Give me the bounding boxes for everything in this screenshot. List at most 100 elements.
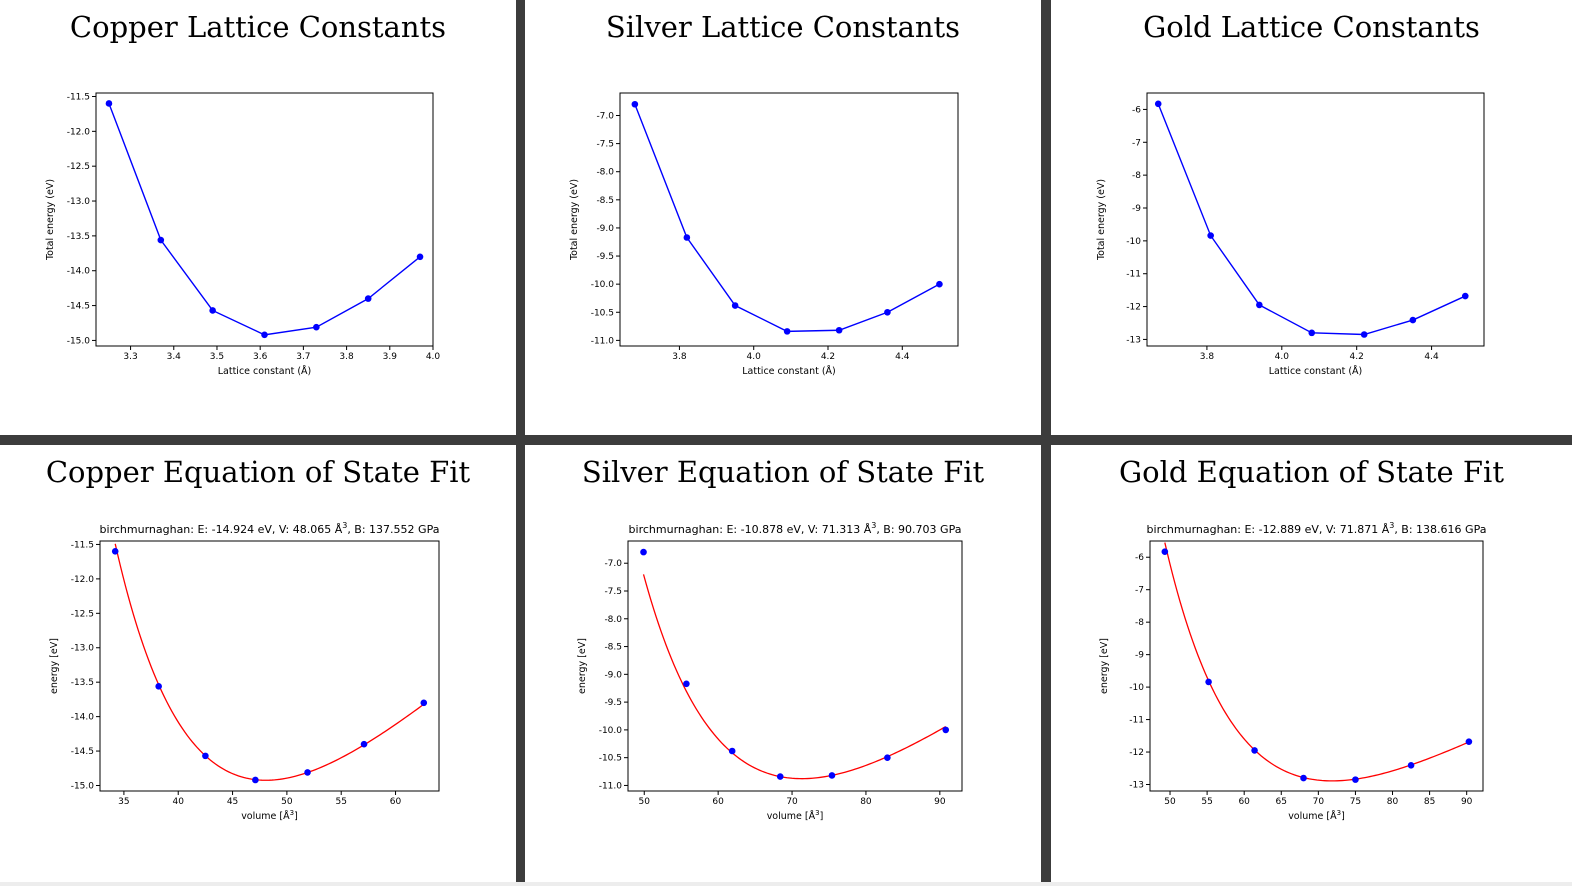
x-tick-label: 90 [1461, 797, 1473, 807]
y-tick-label: -8 [1135, 618, 1144, 628]
data-point [884, 308, 891, 316]
y-tick-label: -8.0 [596, 168, 614, 178]
silver-lattice-chart: 3.8 4.0 4.2 4.4 -7.0 -7.5 -8.0 -8.5 -9.0 -9.5 -10.… [569, 92, 959, 377]
data-point [783, 328, 791, 335]
x-tick-label: 70 [786, 797, 798, 807]
data-point [631, 100, 639, 108]
data-point [1360, 331, 1368, 338]
y-tick-label: -12.5 [67, 162, 90, 172]
gold-eos-chart: 50 55 60 65 70 75 80 85 90 -6 -7 -8 -9 -10 -11 -12 -13 en… [1099, 521, 1486, 822]
x-tick-label: 35 [118, 797, 129, 807]
data-point [360, 740, 368, 748]
panel-title: Gold Lattice Constants [1143, 10, 1480, 44]
fit-subtitle-main: birchmurnaghan: E: -12.889 eV, V: 71.871… [1147, 523, 1390, 536]
x-axis-label: volume [Å3] [1288, 809, 1345, 822]
x-tick-label: 80 [860, 797, 872, 807]
x-tick-label: 80 [1387, 797, 1399, 807]
fit-subtitle-sup: 3 [871, 521, 876, 530]
series-line [634, 103, 940, 333]
y-tick-label: -11.5 [67, 92, 90, 102]
x-tick-label: 3.7 [296, 352, 310, 362]
plot-frame [99, 540, 440, 792]
x-tick-label: 45 [227, 797, 238, 807]
x-tick-label: 60 [390, 797, 402, 807]
y-tick-label: -15.0 [67, 336, 91, 346]
y-axis-label: energy [eV] [577, 638, 588, 694]
data-point [1461, 292, 1469, 300]
x-axis-label-sup: 3 [290, 809, 294, 817]
data-point [420, 699, 428, 707]
silver-eos-panel: Silver Equation of State Fit 50 60 70 80 90 -… [525, 445, 1041, 882]
data-point [828, 772, 836, 779]
y-tick-label: -14.5 [71, 747, 94, 757]
data-point [1251, 747, 1258, 754]
fit-subtitle-end: , B: 137.552 GPa [347, 523, 439, 536]
y-tick-label: -8 [1132, 171, 1141, 181]
x-tick-label: 3.8 [1200, 352, 1215, 362]
x-axis-label: volume [Å3] [767, 809, 824, 822]
data-point [313, 323, 320, 331]
silver-eos-chart: 50 60 70 80 90 -7.0 -7.5 -8.0 -8.5 -9.0 -9.5 -10.0 -… [577, 521, 963, 822]
x-tick-label: 70 [1313, 797, 1325, 807]
y-tick-label: -7.5 [596, 140, 614, 150]
series-line [108, 103, 421, 336]
fit-curve [642, 574, 947, 780]
data-point [1300, 774, 1307, 782]
y-tick-label: -8.0 [604, 615, 622, 625]
data-point [942, 726, 950, 734]
x-tick-label: 3.6 [253, 352, 268, 362]
plot-frame [1149, 540, 1484, 792]
gold-lattice-panel: Gold Lattice Constants 3.8 4.0 4.2 4.4 -6 -7 -… [1051, 0, 1572, 435]
data-point [731, 302, 739, 309]
plot-frame [627, 540, 963, 792]
data-point [416, 253, 424, 261]
x-axis-label-sup: 3 [815, 809, 819, 817]
y-tick-label: -15.0 [71, 781, 95, 791]
y-tick-label: -7 [1135, 586, 1144, 596]
y-tick-label: -11 [1129, 716, 1144, 726]
y-tick-label: -9 [1132, 204, 1141, 214]
data-point [155, 683, 162, 690]
panel-title: Gold Equation of State Fit [1119, 455, 1504, 489]
y-tick-label: -9.5 [604, 698, 622, 708]
copper-eos-panel: Copper Equation of State Fit 35 40 45 50 55 6… [0, 445, 516, 882]
data-point [1154, 100, 1162, 108]
fit-subtitle-main: birchmurnaghan: E: -10.878 eV, V: 71.313… [629, 523, 872, 536]
fit-subtitle: birchmurnaghan: E: -14.924 eV, V: 48.065… [100, 521, 440, 536]
panel-title: Silver Lattice Constants [605, 10, 961, 44]
x-tick-label: 60 [712, 797, 724, 807]
data-point [1465, 738, 1473, 745]
copper-lattice-chart: 3.3 3.4 3.5 3.6 3.7 3.8 3.9 4.0 -11.5 -12.0 -12.5 -… [45, 92, 440, 377]
x-axis-label-sup: 3 [1337, 809, 1341, 817]
x-tick-label: 50 [639, 797, 651, 807]
y-tick-label: -9.0 [604, 670, 622, 680]
data-point [209, 307, 216, 314]
x-axis-label-main: volume [Å [767, 810, 816, 822]
x-tick-label: 3.8 [339, 352, 354, 362]
plot-frame [619, 92, 959, 347]
y-tick-label: -7 [1132, 138, 1141, 148]
fit-subtitle-sup: 3 [1389, 521, 1394, 530]
y-tick-label: -9.5 [596, 252, 614, 262]
x-tick-label: 3.8 [672, 352, 687, 362]
silver-lattice-panel: Silver Lattice Constants 3.8 4.0 4.2 4.4 -7.… [525, 0, 1041, 435]
fit-curve [1164, 542, 1470, 782]
y-tick-label: -12.5 [71, 609, 94, 619]
x-axis-label-main: volume [Å [241, 810, 290, 822]
panel-title: Copper Equation of State Fit [45, 455, 471, 489]
data-point [261, 331, 268, 339]
x-axis-label-end: ] [820, 811, 824, 822]
data-point [202, 752, 209, 760]
y-tick-label: -10 [1129, 683, 1144, 693]
y-tick-label: -12 [1126, 303, 1141, 313]
y-tick-label: -10 [1126, 237, 1141, 247]
y-axis-label: Total energy (eV) [1096, 179, 1107, 261]
series-line [1157, 103, 1466, 336]
y-tick-label: -11.0 [591, 336, 615, 346]
y-tick-label: -13.5 [67, 232, 90, 242]
x-tick-label: 40 [173, 797, 185, 807]
data-point [304, 769, 311, 776]
fit-curve [114, 543, 425, 781]
gold-eos-panel: Gold Equation of State Fit 50 55 60 65 70 75 8… [1051, 445, 1572, 882]
x-axis-label-main: volume [Å [1288, 810, 1337, 822]
